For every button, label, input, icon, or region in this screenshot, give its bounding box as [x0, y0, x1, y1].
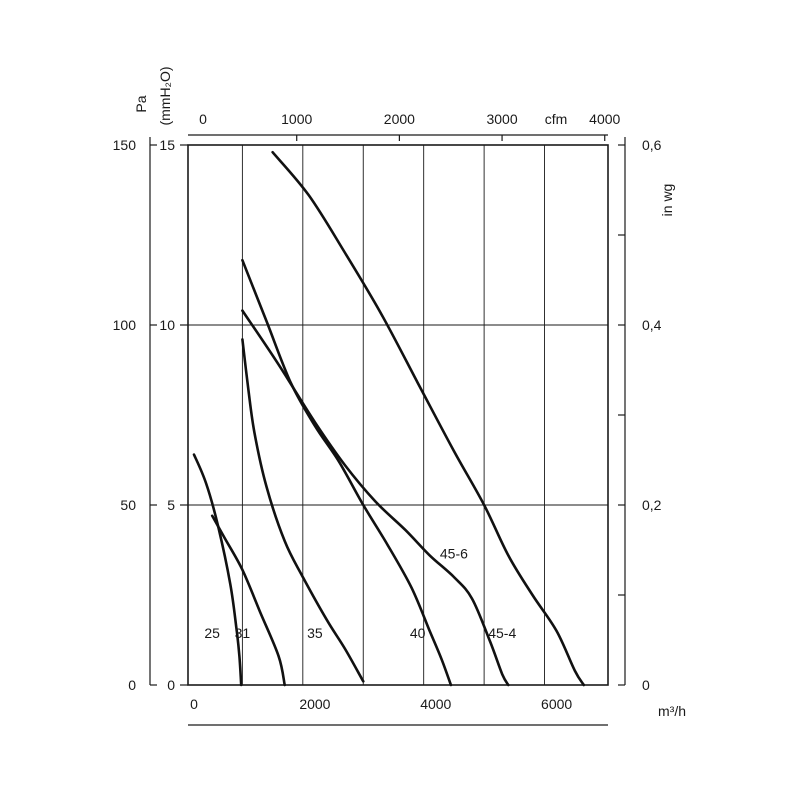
cfm-axis-label: cfm: [545, 111, 568, 127]
mmh2o-axis-label: (mmH₂O): [157, 66, 173, 125]
pa-tick-label: 100: [113, 317, 137, 333]
mmh2o-tick-label: 5: [167, 497, 175, 513]
grid: [188, 145, 608, 685]
curve-label-35: 35: [307, 625, 323, 641]
curve-label-40: 40: [410, 625, 426, 641]
curve-31: [210, 514, 286, 687]
cfm-tick-label: 0: [199, 111, 207, 127]
curve-25: [192, 453, 243, 687]
curve-45-6: [241, 309, 510, 687]
labels: 0 50 100 150 Pa 0 5 10 15 (mmH₂O) 0 0,2 0,4 0,6 in wg 0…: [113, 66, 686, 719]
m3h-tick-label: 6000: [541, 696, 572, 712]
curves: [192, 150, 586, 687]
cfm-tick-label: 1000: [281, 111, 312, 127]
pa-tick-label: 50: [120, 497, 136, 513]
m3h-tick-label: 2000: [299, 696, 330, 712]
m3h-axis-label: m³/h: [658, 703, 686, 719]
curve-35: [241, 338, 365, 683]
inwg-tick-label: 0,4: [642, 317, 662, 333]
curve-label-25: 25: [204, 625, 220, 641]
mmh2o-tick-label: 10: [159, 317, 175, 333]
curve-45-4: [271, 150, 586, 687]
pa-tick-label: 150: [113, 137, 137, 153]
inwg-tick-label: 0: [642, 677, 650, 693]
curve-label-45-6: 45-6: [440, 546, 468, 562]
pa-axis-label: Pa: [133, 95, 149, 112]
mmh2o-tick-label: 0: [167, 677, 175, 693]
pa-tick-label: 0: [128, 677, 136, 693]
plot-frame: [187, 144, 609, 686]
cfm-tick-label: 2000: [384, 111, 415, 127]
inwg-tick-label: 0,2: [642, 497, 662, 513]
cfm-tick-label: 3000: [486, 111, 517, 127]
inwg-axis-label: in wg: [659, 184, 675, 217]
axes: [149, 134, 626, 726]
m3h-tick-label: 4000: [420, 696, 451, 712]
cfm-tick-label: 4000: [589, 111, 620, 127]
curve-label-45-4: 45-4: [488, 625, 516, 641]
mmh2o-tick-label: 15: [159, 137, 175, 153]
curve-label-31: 31: [235, 625, 251, 641]
m3h-tick-label: 0: [190, 696, 198, 712]
inwg-tick-label: 0,6: [642, 137, 662, 153]
curve-40: [241, 258, 453, 687]
